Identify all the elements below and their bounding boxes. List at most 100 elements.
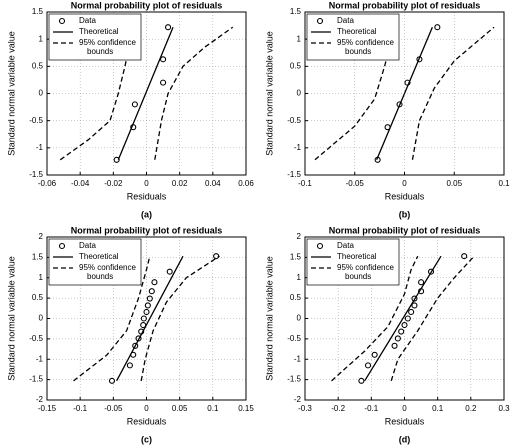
y-tick-label: 0.5 bbox=[290, 293, 302, 302]
caption: (b) bbox=[399, 209, 411, 219]
x-tick-label: 0 bbox=[402, 179, 407, 188]
x-axis-label: Residuals bbox=[127, 191, 167, 201]
y-tick-label: 0 bbox=[39, 89, 44, 98]
legend-marker bbox=[316, 242, 324, 250]
y-tick-label: -1 bbox=[36, 354, 44, 363]
y-tick-label: 1 bbox=[39, 34, 44, 43]
legend-label: Theoretical bbox=[337, 252, 377, 261]
y-tick-label: -0.5 bbox=[29, 334, 43, 343]
x-tick-label: -0.06 bbox=[38, 179, 57, 188]
data-point bbox=[427, 268, 435, 275]
chart-title: Normal probability plot of residuals bbox=[71, 225, 223, 235]
legend-marker bbox=[58, 17, 66, 25]
y-tick-label: -1.5 bbox=[29, 375, 43, 384]
data-point bbox=[371, 351, 378, 358]
theoretical-line bbox=[364, 255, 442, 382]
plot-frame bbox=[304, 11, 505, 176]
data-point bbox=[166, 268, 173, 275]
data-point bbox=[394, 335, 401, 342]
x-axis-label: Residuals bbox=[127, 416, 167, 426]
data-point bbox=[165, 24, 172, 31]
y-tick-label: -1 bbox=[294, 354, 302, 363]
plot-frame bbox=[46, 236, 247, 401]
data-point bbox=[160, 79, 167, 86]
legend-label: Theoretical bbox=[337, 27, 377, 36]
y-axis-label: Standard normal variable value bbox=[6, 31, 16, 156]
y-tick-label: -1 bbox=[294, 143, 302, 152]
data-point bbox=[113, 156, 120, 163]
y-tick-label: 1 bbox=[297, 273, 302, 282]
chart-title: Normal probability plot of residuals bbox=[71, 0, 223, 10]
data-point bbox=[126, 362, 133, 369]
y-tick-label: 2 bbox=[39, 232, 44, 241]
chart-title: Normal probability plot of residuals bbox=[329, 0, 481, 10]
y-axis-label: Standard normal variable value bbox=[264, 31, 274, 156]
x-tick-label: 0.1 bbox=[432, 404, 444, 413]
confidence-bound bbox=[390, 255, 475, 382]
caption: (c) bbox=[141, 434, 152, 444]
legend-label-line: bounds bbox=[345, 47, 371, 56]
plot-frame bbox=[304, 236, 505, 401]
y-tick-label: -1.5 bbox=[287, 375, 301, 384]
y-tick-label: -0.5 bbox=[287, 116, 301, 125]
legend-label-line: 95% confidence bbox=[79, 263, 138, 272]
y-tick-label: 0.5 bbox=[32, 61, 44, 70]
theoretical-line bbox=[116, 255, 184, 382]
legend-box bbox=[48, 13, 142, 61]
theoretical-line bbox=[117, 26, 174, 161]
y-tick-label: -0.5 bbox=[29, 116, 43, 125]
y-tick-label: 0 bbox=[39, 314, 44, 323]
data-point bbox=[434, 24, 441, 31]
legend-label-line: bounds bbox=[87, 47, 113, 56]
confidence-bound bbox=[73, 255, 151, 382]
theoretical-line bbox=[376, 26, 433, 161]
confidence-bound bbox=[140, 255, 220, 381]
y-tick-label: -1 bbox=[36, 143, 44, 152]
y-tick-label: 1 bbox=[39, 273, 44, 282]
data-point bbox=[160, 56, 167, 63]
data-point bbox=[411, 295, 418, 302]
data-point bbox=[148, 288, 155, 295]
x-tick-label: -0.15 bbox=[38, 404, 57, 413]
legend-label: Data bbox=[337, 16, 354, 25]
data-point bbox=[108, 377, 116, 384]
y-tick-label: -1.5 bbox=[287, 170, 301, 179]
x-tick-label: 0.2 bbox=[465, 404, 477, 413]
data-point bbox=[364, 362, 372, 369]
data-point bbox=[358, 377, 365, 384]
y-tick-label: -1.5 bbox=[29, 170, 43, 179]
x-tick-label: -0.04 bbox=[71, 179, 90, 188]
y-tick-label: 0.5 bbox=[32, 293, 44, 302]
data-point bbox=[144, 302, 151, 309]
legend-marker bbox=[58, 242, 66, 250]
data-point bbox=[391, 342, 398, 349]
data-point bbox=[213, 253, 220, 260]
x-tick-label: -0.2 bbox=[331, 404, 345, 413]
data-point bbox=[398, 328, 405, 335]
y-tick-label: 1.5 bbox=[32, 252, 44, 261]
confidence-bound bbox=[154, 26, 234, 160]
y-tick-label: 0 bbox=[297, 89, 302, 98]
y-tick-label: 0 bbox=[297, 314, 302, 323]
data-point bbox=[140, 315, 147, 322]
x-tick-label: -0.3 bbox=[298, 404, 312, 413]
x-tick-label: -0.05 bbox=[346, 179, 365, 188]
y-tick-label: 1.5 bbox=[290, 7, 302, 16]
x-tick-label: 0.05 bbox=[172, 404, 188, 413]
x-tick-label: -0.1 bbox=[73, 404, 87, 413]
caption: (a) bbox=[141, 209, 152, 219]
data-point bbox=[131, 101, 138, 108]
data-point bbox=[146, 295, 153, 302]
legend-marker bbox=[316, 17, 324, 25]
data-point bbox=[132, 342, 139, 349]
chart-title: Normal probability plot of residuals bbox=[329, 225, 481, 235]
x-tick-label: 0.06 bbox=[238, 179, 254, 188]
x-tick-label: 0.05 bbox=[446, 179, 462, 188]
y-tick-label: -2 bbox=[36, 395, 44, 404]
confidence-bound bbox=[411, 26, 495, 160]
y-tick-label: 1.5 bbox=[290, 252, 302, 261]
x-tick-label: 0.1 bbox=[207, 404, 219, 413]
data-point bbox=[408, 308, 415, 316]
y-axis-label: Standard normal variable value bbox=[264, 256, 274, 381]
